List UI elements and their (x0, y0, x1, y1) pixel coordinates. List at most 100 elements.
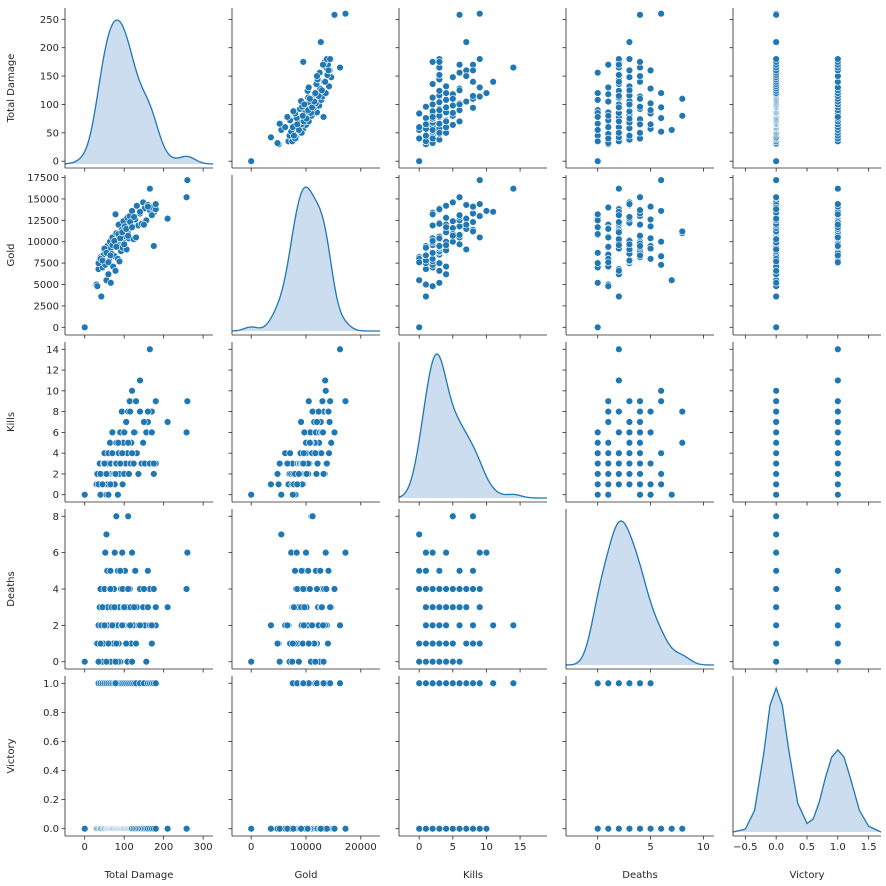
point-kills-vs-deaths-88 (615, 345, 623, 353)
point-kills-vs-victory-90 (834, 459, 842, 468)
point-gold-vs-deaths-58 (636, 206, 644, 214)
point-deaths-vs-kills-68 (435, 621, 444, 630)
point-deaths-vs-victory-64 (772, 585, 780, 593)
point-deaths-vs-kills-56 (455, 658, 464, 666)
x-tick-label: −0.5 (733, 842, 757, 853)
point-deaths-vs-gold-88 (336, 621, 344, 630)
kde-fill-gold (232, 187, 380, 331)
point-total-damage-vs-deaths-55 (615, 71, 623, 79)
point-gold-vs-kills-6 (422, 292, 430, 301)
point-deaths-vs-total-damage-80 (124, 585, 132, 593)
panel-total-damage-vs-victory (729, 8, 881, 172)
point-total-damage-vs-kills-51 (428, 80, 437, 88)
point-gold-vs-victory-0 (772, 323, 780, 331)
point-gold-vs-deaths-49 (646, 215, 655, 224)
point-deaths-vs-kills-74 (435, 639, 444, 648)
point-deaths-vs-gold-89 (319, 621, 327, 630)
panel-kills-vs-kills (398, 342, 547, 506)
point-victory-vs-total-damage-64 (182, 825, 191, 833)
point-kills-vs-total-damage-52 (136, 407, 144, 416)
point-deaths-vs-total-damage-90 (150, 585, 158, 593)
point-victory-vs-gold-64 (330, 825, 339, 833)
point-deaths-vs-kills-9 (442, 585, 450, 593)
y-tick-label: 7500 (34, 259, 59, 270)
point-gold-vs-deaths-67 (625, 256, 634, 265)
point-gold-vs-deaths-88 (615, 184, 623, 193)
y-tick-label: 10000 (27, 237, 59, 248)
point-victory-vs-kills-87 (469, 679, 477, 687)
point-kills-vs-total-damage-60 (150, 470, 158, 478)
point-kills-vs-deaths-47 (657, 387, 665, 395)
point-deaths-vs-total-damage-47 (128, 548, 136, 557)
kde-line-total-damage (64, 19, 214, 165)
point-kills-vs-deaths-46 (604, 439, 612, 447)
point-kills-vs-total-damage-35 (118, 480, 127, 489)
point-gold-vs-total-damage-50 (133, 202, 141, 210)
point-gold-vs-deaths-10 (657, 261, 665, 269)
point-gold-vs-total-damage-92 (111, 210, 120, 219)
point-total-damage-vs-victory-64 (772, 11, 780, 19)
point-kills-vs-total-damage-67 (98, 480, 107, 489)
point-total-damage-vs-kills-23 (422, 114, 430, 122)
point-total-damage-vs-kills-80 (449, 95, 457, 103)
panel-gold-vs-gold (231, 175, 380, 339)
point-kills-vs-gold-71 (293, 480, 301, 489)
point-kills-vs-total-damage-48 (129, 459, 138, 468)
point-kills-vs-deaths-79 (604, 418, 612, 426)
point-total-damage-vs-kills-86 (462, 72, 470, 80)
point-deaths-vs-gold-18 (275, 658, 284, 666)
point-kills-vs-deaths-42 (678, 407, 686, 416)
point-kills-vs-gold-70 (289, 491, 297, 499)
point-deaths-vs-gold-78 (300, 603, 309, 611)
y-tick-label: 15000 (27, 194, 59, 205)
point-kills-vs-gold-18 (275, 459, 284, 468)
point-deaths-vs-gold-27 (291, 567, 299, 575)
panel-victory-vs-kills: 0 5 10 15 (395, 676, 547, 853)
point-total-damage-vs-kills-79 (462, 97, 470, 106)
point-total-damage-vs-kills-27 (415, 109, 423, 118)
point-total-damage-vs-deaths-90 (636, 58, 644, 66)
point-kills-vs-deaths-77 (615, 449, 623, 457)
point-total-damage-vs-gold-88 (336, 63, 344, 72)
y-tick-label: 0 (53, 490, 59, 501)
point-total-damage-vs-kills-64 (455, 11, 464, 19)
y-tick-label: 0.2 (43, 795, 59, 806)
point-gold-vs-kills-85 (489, 208, 497, 216)
point-deaths-vs-gold-70 (289, 639, 297, 648)
point-deaths-vs-gold-72 (300, 621, 308, 630)
point-total-damage-vs-kills-77 (442, 103, 450, 111)
panel-victory-vs-total-damage: 0 100 200 300 0.0 0.2 0.4 0.6 0.8 1.0 (43, 676, 213, 853)
point-total-damage-vs-deaths-71 (636, 120, 644, 129)
point-gold-vs-kills-53 (435, 220, 444, 228)
point-total-damage-vs-kills-63 (476, 9, 484, 18)
point-total-damage-vs-gold-74 (299, 112, 307, 120)
panel-total-damage-vs-gold (228, 8, 380, 172)
point-total-damage-vs-gold-90 (299, 58, 307, 66)
y-tick-label: 6 (53, 548, 59, 559)
point-total-damage-vs-deaths-74 (604, 112, 612, 120)
point-victory-vs-kills-27 (415, 825, 423, 833)
point-total-damage-vs-deaths-25 (678, 112, 686, 120)
point-gold-vs-victory-40 (772, 245, 780, 254)
point-victory-vs-deaths-49 (646, 825, 655, 833)
point-kills-vs-gold-44 (318, 397, 327, 405)
point-deaths-vs-kills-75 (449, 658, 457, 666)
y-axis-label-deaths: Deaths (6, 571, 17, 606)
point-kills-vs-victory-89 (834, 428, 842, 437)
point-kills-vs-gold-63 (341, 397, 350, 405)
point-kills-vs-total-damage-33 (118, 407, 126, 416)
point-gold-vs-victory-88 (834, 184, 842, 193)
point-total-damage-vs-kills-82 (442, 89, 450, 97)
point-kills-vs-gold-54 (327, 439, 335, 447)
point-victory-vs-deaths-90 (636, 679, 644, 687)
point-victory-vs-kills-85 (489, 679, 497, 687)
point-kills-vs-total-damage-78 (120, 428, 128, 437)
point-total-damage-vs-deaths-0 (594, 157, 602, 165)
point-deaths-vs-total-damage-87 (144, 567, 152, 575)
point-total-damage-vs-kills-83 (455, 86, 464, 94)
panel-kills-vs-victory (729, 342, 881, 506)
point-total-damage-vs-deaths-66 (604, 134, 612, 143)
point-total-damage-vs-victory-92 (834, 113, 842, 121)
point-victory-vs-total-damage-0 (81, 825, 89, 833)
point-total-damage-vs-deaths-9 (636, 129, 644, 137)
